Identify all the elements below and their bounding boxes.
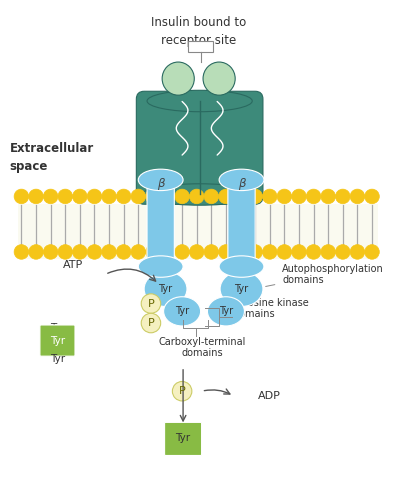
Circle shape <box>102 244 116 260</box>
FancyBboxPatch shape <box>228 184 255 262</box>
FancyBboxPatch shape <box>164 422 201 456</box>
Text: β: β <box>238 178 245 190</box>
Ellipse shape <box>144 272 187 306</box>
Circle shape <box>204 189 219 204</box>
Circle shape <box>365 189 379 204</box>
Text: Autophosphorylation
domains: Autophosphorylation domains <box>282 264 384 285</box>
Ellipse shape <box>147 90 252 112</box>
Circle shape <box>87 244 102 260</box>
Circle shape <box>141 314 161 333</box>
Circle shape <box>131 244 146 260</box>
Circle shape <box>175 189 189 204</box>
Text: Tyr: Tyr <box>219 306 233 316</box>
Circle shape <box>43 244 58 260</box>
Circle shape <box>29 244 43 260</box>
FancyBboxPatch shape <box>188 40 213 52</box>
Ellipse shape <box>164 296 201 326</box>
Circle shape <box>72 189 87 204</box>
Text: β: β <box>157 178 164 190</box>
Circle shape <box>219 244 233 260</box>
Text: P: P <box>148 318 154 328</box>
Circle shape <box>189 244 204 260</box>
Circle shape <box>43 189 58 204</box>
Circle shape <box>189 189 204 204</box>
Text: P: P <box>148 298 154 308</box>
Text: Tyr: Tyr <box>50 354 65 364</box>
Circle shape <box>365 244 379 260</box>
Circle shape <box>233 244 248 260</box>
Circle shape <box>146 244 160 260</box>
Circle shape <box>72 244 87 260</box>
Ellipse shape <box>208 296 245 326</box>
FancyBboxPatch shape <box>40 325 75 356</box>
Ellipse shape <box>219 256 264 278</box>
Circle shape <box>204 244 219 260</box>
Circle shape <box>146 189 160 204</box>
Circle shape <box>335 244 350 260</box>
Ellipse shape <box>138 256 183 278</box>
Circle shape <box>116 244 131 260</box>
Ellipse shape <box>138 169 183 190</box>
Ellipse shape <box>220 272 263 306</box>
Circle shape <box>248 189 263 204</box>
Text: Tyr: Tyr <box>234 284 249 294</box>
Circle shape <box>58 244 72 260</box>
Text: Tyr: Tyr <box>175 306 189 316</box>
Circle shape <box>175 244 189 260</box>
Circle shape <box>87 189 102 204</box>
Circle shape <box>233 189 248 204</box>
Circle shape <box>350 189 365 204</box>
Circle shape <box>160 244 175 260</box>
Text: Insulin bound to
receptor site: Insulin bound to receptor site <box>151 16 246 48</box>
Circle shape <box>219 189 233 204</box>
Ellipse shape <box>142 184 257 205</box>
FancyBboxPatch shape <box>136 92 263 204</box>
Circle shape <box>160 189 175 204</box>
Circle shape <box>14 189 29 204</box>
Text: Tyr: Tyr <box>175 433 190 443</box>
Circle shape <box>263 244 277 260</box>
Circle shape <box>306 189 321 204</box>
Text: ATP: ATP <box>63 260 83 270</box>
Circle shape <box>335 189 350 204</box>
Circle shape <box>131 189 146 204</box>
FancyBboxPatch shape <box>18 204 378 260</box>
Circle shape <box>116 189 131 204</box>
Text: Tyr: Tyr <box>50 336 65 345</box>
Text: Extracellular
space: Extracellular space <box>10 142 94 173</box>
Circle shape <box>141 294 161 314</box>
Ellipse shape <box>219 169 264 190</box>
Circle shape <box>292 244 306 260</box>
Text: Tyr: Tyr <box>158 284 173 294</box>
Circle shape <box>58 189 72 204</box>
Ellipse shape <box>203 62 235 95</box>
Circle shape <box>277 244 292 260</box>
Circle shape <box>263 189 277 204</box>
Circle shape <box>29 189 43 204</box>
Text: ADP: ADP <box>258 391 281 401</box>
Circle shape <box>14 244 29 260</box>
Circle shape <box>321 244 335 260</box>
Text: Tyrosine kinase
domains: Tyrosine kinase domains <box>234 298 309 319</box>
Circle shape <box>248 244 263 260</box>
Circle shape <box>292 189 306 204</box>
Circle shape <box>321 189 335 204</box>
Text: P: P <box>179 386 186 396</box>
Text: Tyr: Tyr <box>50 323 65 333</box>
Circle shape <box>102 189 116 204</box>
Circle shape <box>350 244 365 260</box>
FancyBboxPatch shape <box>147 184 174 262</box>
Circle shape <box>173 382 192 401</box>
Circle shape <box>306 244 321 260</box>
Circle shape <box>277 189 292 204</box>
Text: Carboxyl-terminal
domains: Carboxyl-terminal domains <box>159 336 246 358</box>
Ellipse shape <box>162 62 194 95</box>
